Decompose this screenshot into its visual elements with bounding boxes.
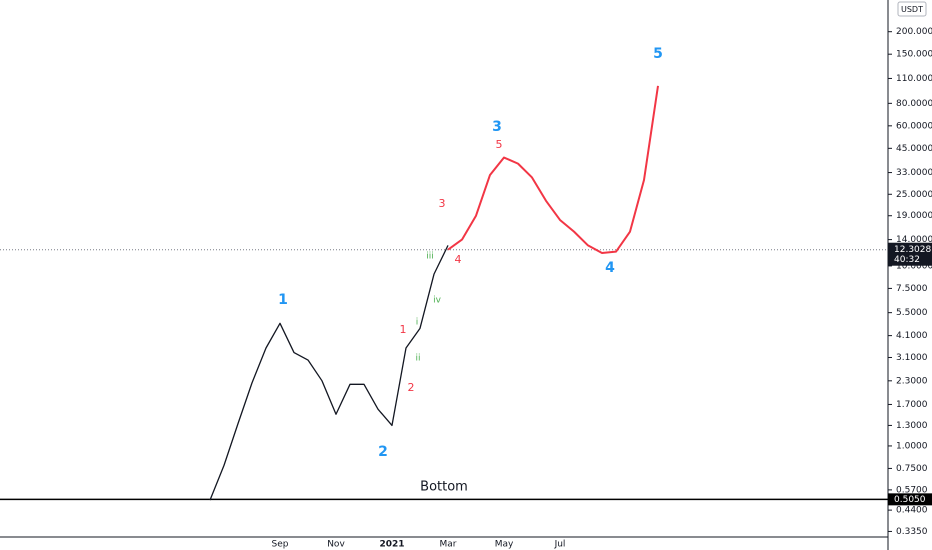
hline-box (888, 493, 932, 506)
wave-label: 1 (400, 323, 407, 336)
x-tick-label: Mar (440, 540, 457, 550)
y-tick-label: 1.0000 (896, 441, 928, 451)
y-tick-label: 10.0000 (896, 261, 932, 271)
y-tick-label: 200.0000 (896, 27, 932, 37)
y-tick-label: 1.3000 (896, 421, 928, 431)
y-tick-label: 0.5700 (896, 485, 928, 495)
x-tick-label: Sep (272, 540, 289, 550)
last-price-label: 12.3028 (894, 245, 931, 255)
annotation: Bottom (420, 480, 468, 495)
y-tick-label: 14.0000 (896, 235, 932, 245)
wave-label: ii (415, 354, 420, 364)
y-tick-label: 19.0000 (896, 211, 932, 221)
currency-box[interactable] (897, 1, 927, 17)
wave-label: 4 (605, 260, 615, 276)
x-tick-label: Nov (327, 540, 345, 550)
countdown: 40:32 (894, 255, 920, 265)
x-tick-label: 2021 (379, 540, 404, 550)
y-tick-label: 80.0000 (896, 99, 932, 109)
y-tick-label: 2.3000 (896, 376, 928, 386)
y-tick-label: 1.7000 (896, 400, 928, 410)
y-tick-label: 0.4400 (896, 506, 928, 516)
y-tick-label: 7.5000 (896, 284, 928, 294)
y-tick-label: 3.1000 (896, 353, 928, 363)
y-tick-label: 4.1000 (896, 331, 928, 341)
wave-label: i (416, 318, 419, 328)
wave-label: 1 (278, 292, 288, 308)
x-tick-label: May (495, 540, 514, 550)
y-tick-label: 5.5000 (896, 308, 928, 318)
wave-label: iii (426, 252, 434, 262)
series-line (447, 85, 659, 254)
wave-label: 5 (653, 46, 663, 62)
series-line (209, 245, 449, 501)
wave-label: 2 (408, 381, 415, 394)
y-tick-label: 110.0000 (896, 74, 932, 84)
y-tick-label: 0.3350 (896, 527, 928, 537)
y-tick-label: 0.7500 (896, 464, 928, 474)
wave-label: 5 (496, 138, 503, 151)
wave-label: 4 (455, 253, 462, 266)
y-tick-label: 60.0000 (896, 121, 932, 131)
hline-label: 0.5050 (894, 495, 926, 505)
last-price-box (888, 242, 932, 266)
y-tick-label: 45.0000 (896, 144, 932, 154)
x-tick-label: Jul (554, 540, 566, 550)
y-tick-label: 150.0000 (896, 50, 932, 60)
currency: USDT (901, 5, 923, 14)
y-tick-label: 25.0000 (896, 190, 932, 200)
wave-label: 2 (378, 444, 388, 460)
wave-label: 3 (439, 197, 446, 210)
wave-label: iv (433, 296, 442, 306)
y-tick-label: 33.0000 (896, 168, 932, 178)
wave-label: 3 (492, 119, 502, 135)
